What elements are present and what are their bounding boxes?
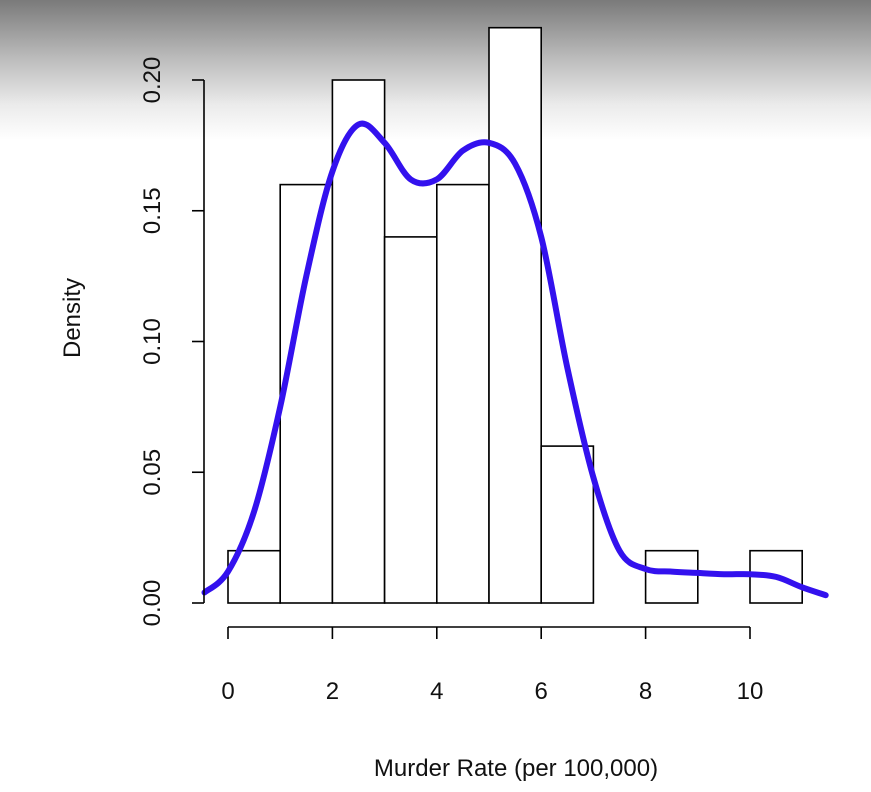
histogram-bar-9 <box>644 549 699 604</box>
x-tick-label-4: 8 <box>639 678 652 705</box>
histogram-bar-6 <box>488 26 543 604</box>
y-tick-label-4: 0.20 <box>139 57 166 104</box>
x-tick-label-2: 4 <box>430 678 443 705</box>
y-tick-label-3: 0.15 <box>139 187 166 234</box>
y-tick-label-0: 0.00 <box>139 580 166 627</box>
histogram-bars <box>227 26 804 604</box>
x-tick-label-1: 2 <box>326 678 339 705</box>
y-axis-title: Density <box>59 278 86 358</box>
density-curve-group <box>201 120 829 599</box>
x-tick-label-3: 6 <box>535 678 548 705</box>
histogram-bar-4 <box>383 236 438 604</box>
histogram-bar-3 <box>331 79 386 604</box>
histogram-bar-7 <box>540 445 595 604</box>
y-tick-label-1: 0.05 <box>139 449 166 496</box>
y-tick-label-2: 0.10 <box>139 318 166 365</box>
x-tick-label-0: 0 <box>221 678 234 705</box>
x-axis: 0 2 4 6 8 10 <box>221 626 764 705</box>
density-curve <box>201 120 829 599</box>
y-axis: 0.00 0.05 0.10 0.15 0.20 <box>139 57 205 627</box>
x-axis-title: Murder Rate (per 100,000) <box>374 755 658 782</box>
x-tick-label-5: 10 <box>737 678 764 705</box>
histogram-bar-5 <box>435 183 490 604</box>
top-shading <box>0 0 871 140</box>
histogram-bar-2 <box>279 183 334 604</box>
